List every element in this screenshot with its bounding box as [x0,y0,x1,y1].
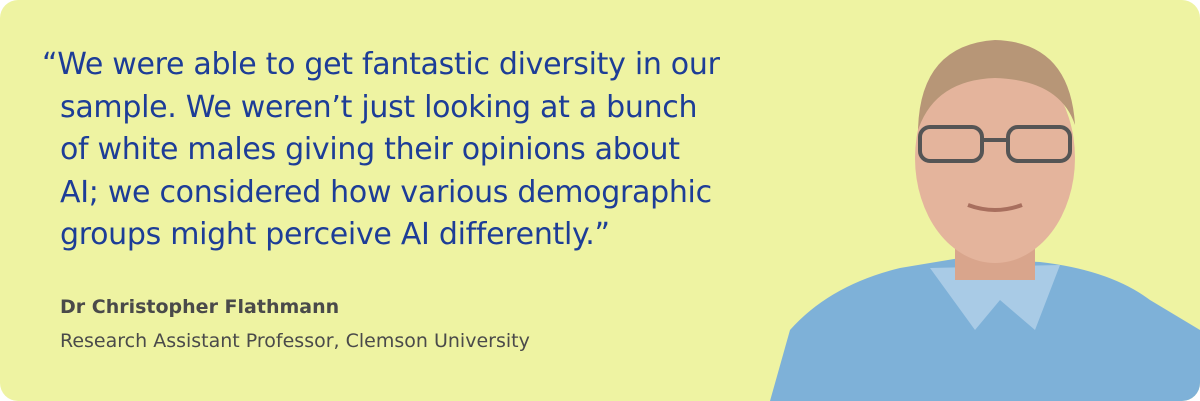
author-role: Research Assistant Professor, Clemson Un… [60,330,530,352]
quote-line: groups might perceive AI differently.” [60,217,610,252]
quote-line: sample. We weren’t just looking at a bun… [60,89,698,125]
shirt [770,258,1200,401]
hair [918,40,1075,130]
quote-line: AI; we considered how various demographi… [60,174,712,210]
head [915,53,1075,263]
quote-text: “We were able to get fantastic diversity… [42,44,720,257]
collar [930,265,1060,330]
glasses [918,125,1072,163]
author-name: Dr Christopher Flathmann [60,296,340,318]
quote-line: “We were able to get fantastic diversity… [42,47,720,82]
mouth [967,203,1023,212]
quote-line: of white males giving their opinions abo… [60,132,680,167]
